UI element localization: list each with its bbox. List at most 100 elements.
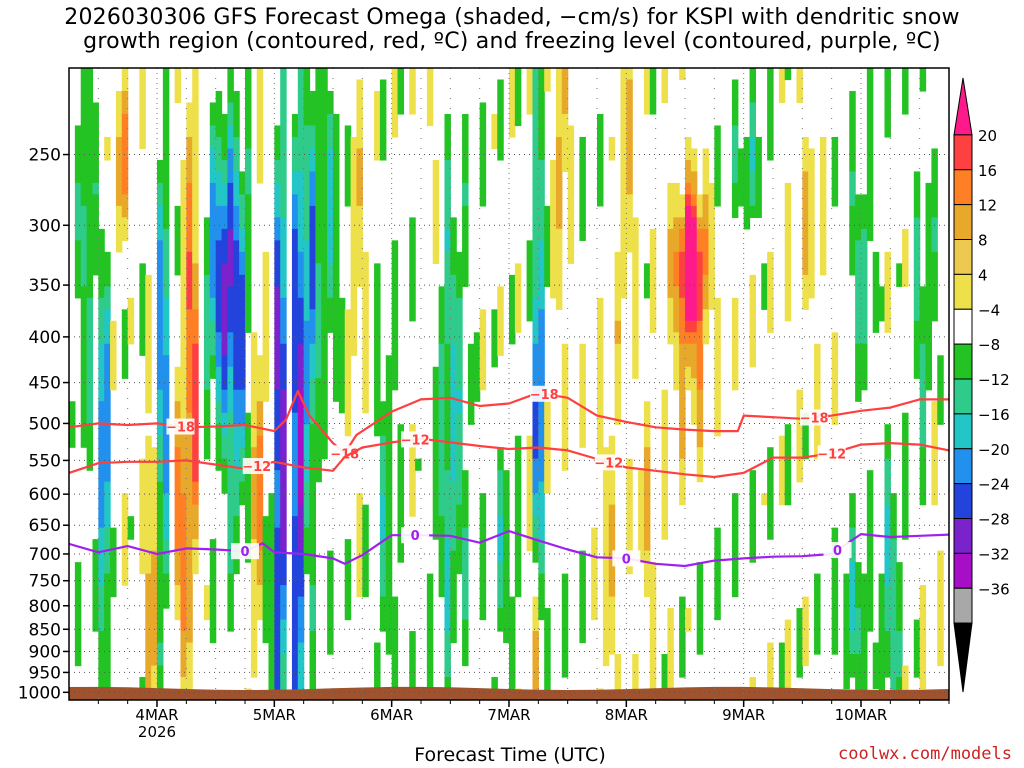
omega-cell: [192, 481, 199, 506]
colorbar-swatch: [953, 308, 973, 345]
pressure-tick-label: 300: [29, 216, 61, 236]
omega-cell: [673, 332, 680, 391]
omega-cell: [679, 251, 686, 299]
omega-cell: [291, 136, 299, 173]
omega-cell: [731, 79, 739, 127]
omega-cell: [784, 182, 792, 322]
omega-cell: [309, 90, 316, 127]
omega-cell: [714, 125, 721, 207]
dgz-minus12-contour-label-bg: [817, 445, 846, 462]
omega-cell: [409, 424, 416, 517]
omega-cell: [203, 585, 211, 621]
omega-cell: [849, 631, 856, 655]
omega-cell: [104, 573, 111, 700]
omega-cell: [937, 550, 944, 667]
omega-cell: [731, 297, 739, 391]
omega-cell: [157, 159, 164, 184]
omega-cell: [532, 493, 539, 517]
omega-cell: [321, 68, 328, 460]
omega-cell: [74, 182, 82, 241]
dgz-minus18-contour-label-bg: [530, 385, 559, 402]
omega-cell: [444, 159, 451, 230]
omega-cell: [157, 182, 164, 207]
omega-cell: [896, 562, 903, 632]
omega-cell: [438, 516, 446, 598]
omega-cell: [491, 113, 498, 150]
omega-cell: [714, 527, 721, 621]
x-axis-label: Forecast Time (UTC): [414, 744, 606, 766]
omega-cell: [620, 68, 627, 299]
omega-cell: [919, 343, 927, 448]
omega-cell: [303, 125, 311, 241]
pressure-tick-label: 650: [29, 516, 61, 536]
omega-cell: [227, 286, 234, 333]
omega-cell: [297, 550, 305, 598]
omega-cell: [309, 343, 316, 379]
omega-cell: [497, 286, 504, 356]
omega-cell: [227, 68, 234, 104]
omega-cell: [297, 596, 305, 644]
omega-cell: [209, 355, 217, 379]
omega-cell: [843, 573, 850, 690]
omega-cell: [297, 389, 305, 506]
omega-cell: [209, 539, 217, 644]
omega-cell: [151, 447, 158, 552]
omega-cell: [180, 424, 187, 494]
time-tick-label: 9MAR: [722, 706, 765, 724]
omega-cell: [497, 470, 504, 517]
omega-cell: [696, 194, 704, 218]
omega-cell: [239, 228, 246, 253]
omega-cell: [544, 608, 551, 700]
omega-cell: [74, 125, 82, 184]
omega-cell: [626, 194, 633, 253]
omega-cell: [139, 458, 146, 575]
omega-cell: [831, 136, 839, 207]
omega-cell: [749, 102, 756, 138]
omega-cell: [690, 217, 698, 322]
omega-cell: [192, 68, 199, 264]
omega-cell: [356, 79, 363, 150]
colorbar-swatch: [953, 204, 973, 240]
omega-cell: [450, 217, 457, 276]
omega-cell: [638, 470, 645, 563]
omega-cell: [379, 435, 387, 494]
colorbar-swatch: [953, 239, 973, 275]
omega-cell: [661, 68, 668, 104]
omega-cell: [679, 228, 686, 253]
omega-cell: [280, 550, 287, 586]
omega-cell: [221, 263, 228, 356]
omega-cell: [221, 412, 228, 437]
omega-cell: [157, 481, 164, 644]
omega-cell: [679, 458, 686, 506]
omega-cell: [831, 332, 839, 425]
omega-cell: [737, 148, 745, 207]
omega-cell: [931, 217, 938, 253]
omega-cell: [180, 677, 187, 700]
omega-cell: [731, 125, 739, 184]
gridlines: [69, 68, 950, 700]
omega-cell: [245, 412, 252, 563]
omega-cell: [456, 251, 463, 299]
omega-cell: [379, 401, 387, 437]
omega-cell: [309, 424, 316, 586]
pressure-tick-label: 750: [29, 572, 61, 592]
omega-cell: [731, 182, 739, 218]
dgz-minus12-contour-label-bg: [242, 458, 271, 475]
dgz-minus12-contour-label: −12: [594, 456, 623, 471]
chart-title-line-1: 2026030306 GFS Forecast Omega (shaded, −…: [64, 5, 960, 30]
omega-cell: [209, 125, 217, 150]
omega-cell: [855, 194, 862, 241]
omega-cell: [819, 136, 827, 276]
omega-cell: [227, 102, 234, 127]
colorbar-label: 8: [978, 232, 988, 250]
omega-cell: [186, 102, 193, 138]
omega-cell: [878, 573, 886, 700]
colorbar-swatch: [953, 448, 973, 485]
omega-cell: [614, 251, 622, 322]
omega-cell: [309, 171, 316, 207]
pressure-tick-label: 450: [29, 374, 61, 394]
omega-cell: [115, 136, 123, 207]
omega-cell: [462, 182, 469, 207]
omega-cell: [98, 631, 105, 700]
omega-cell: [250, 539, 258, 678]
